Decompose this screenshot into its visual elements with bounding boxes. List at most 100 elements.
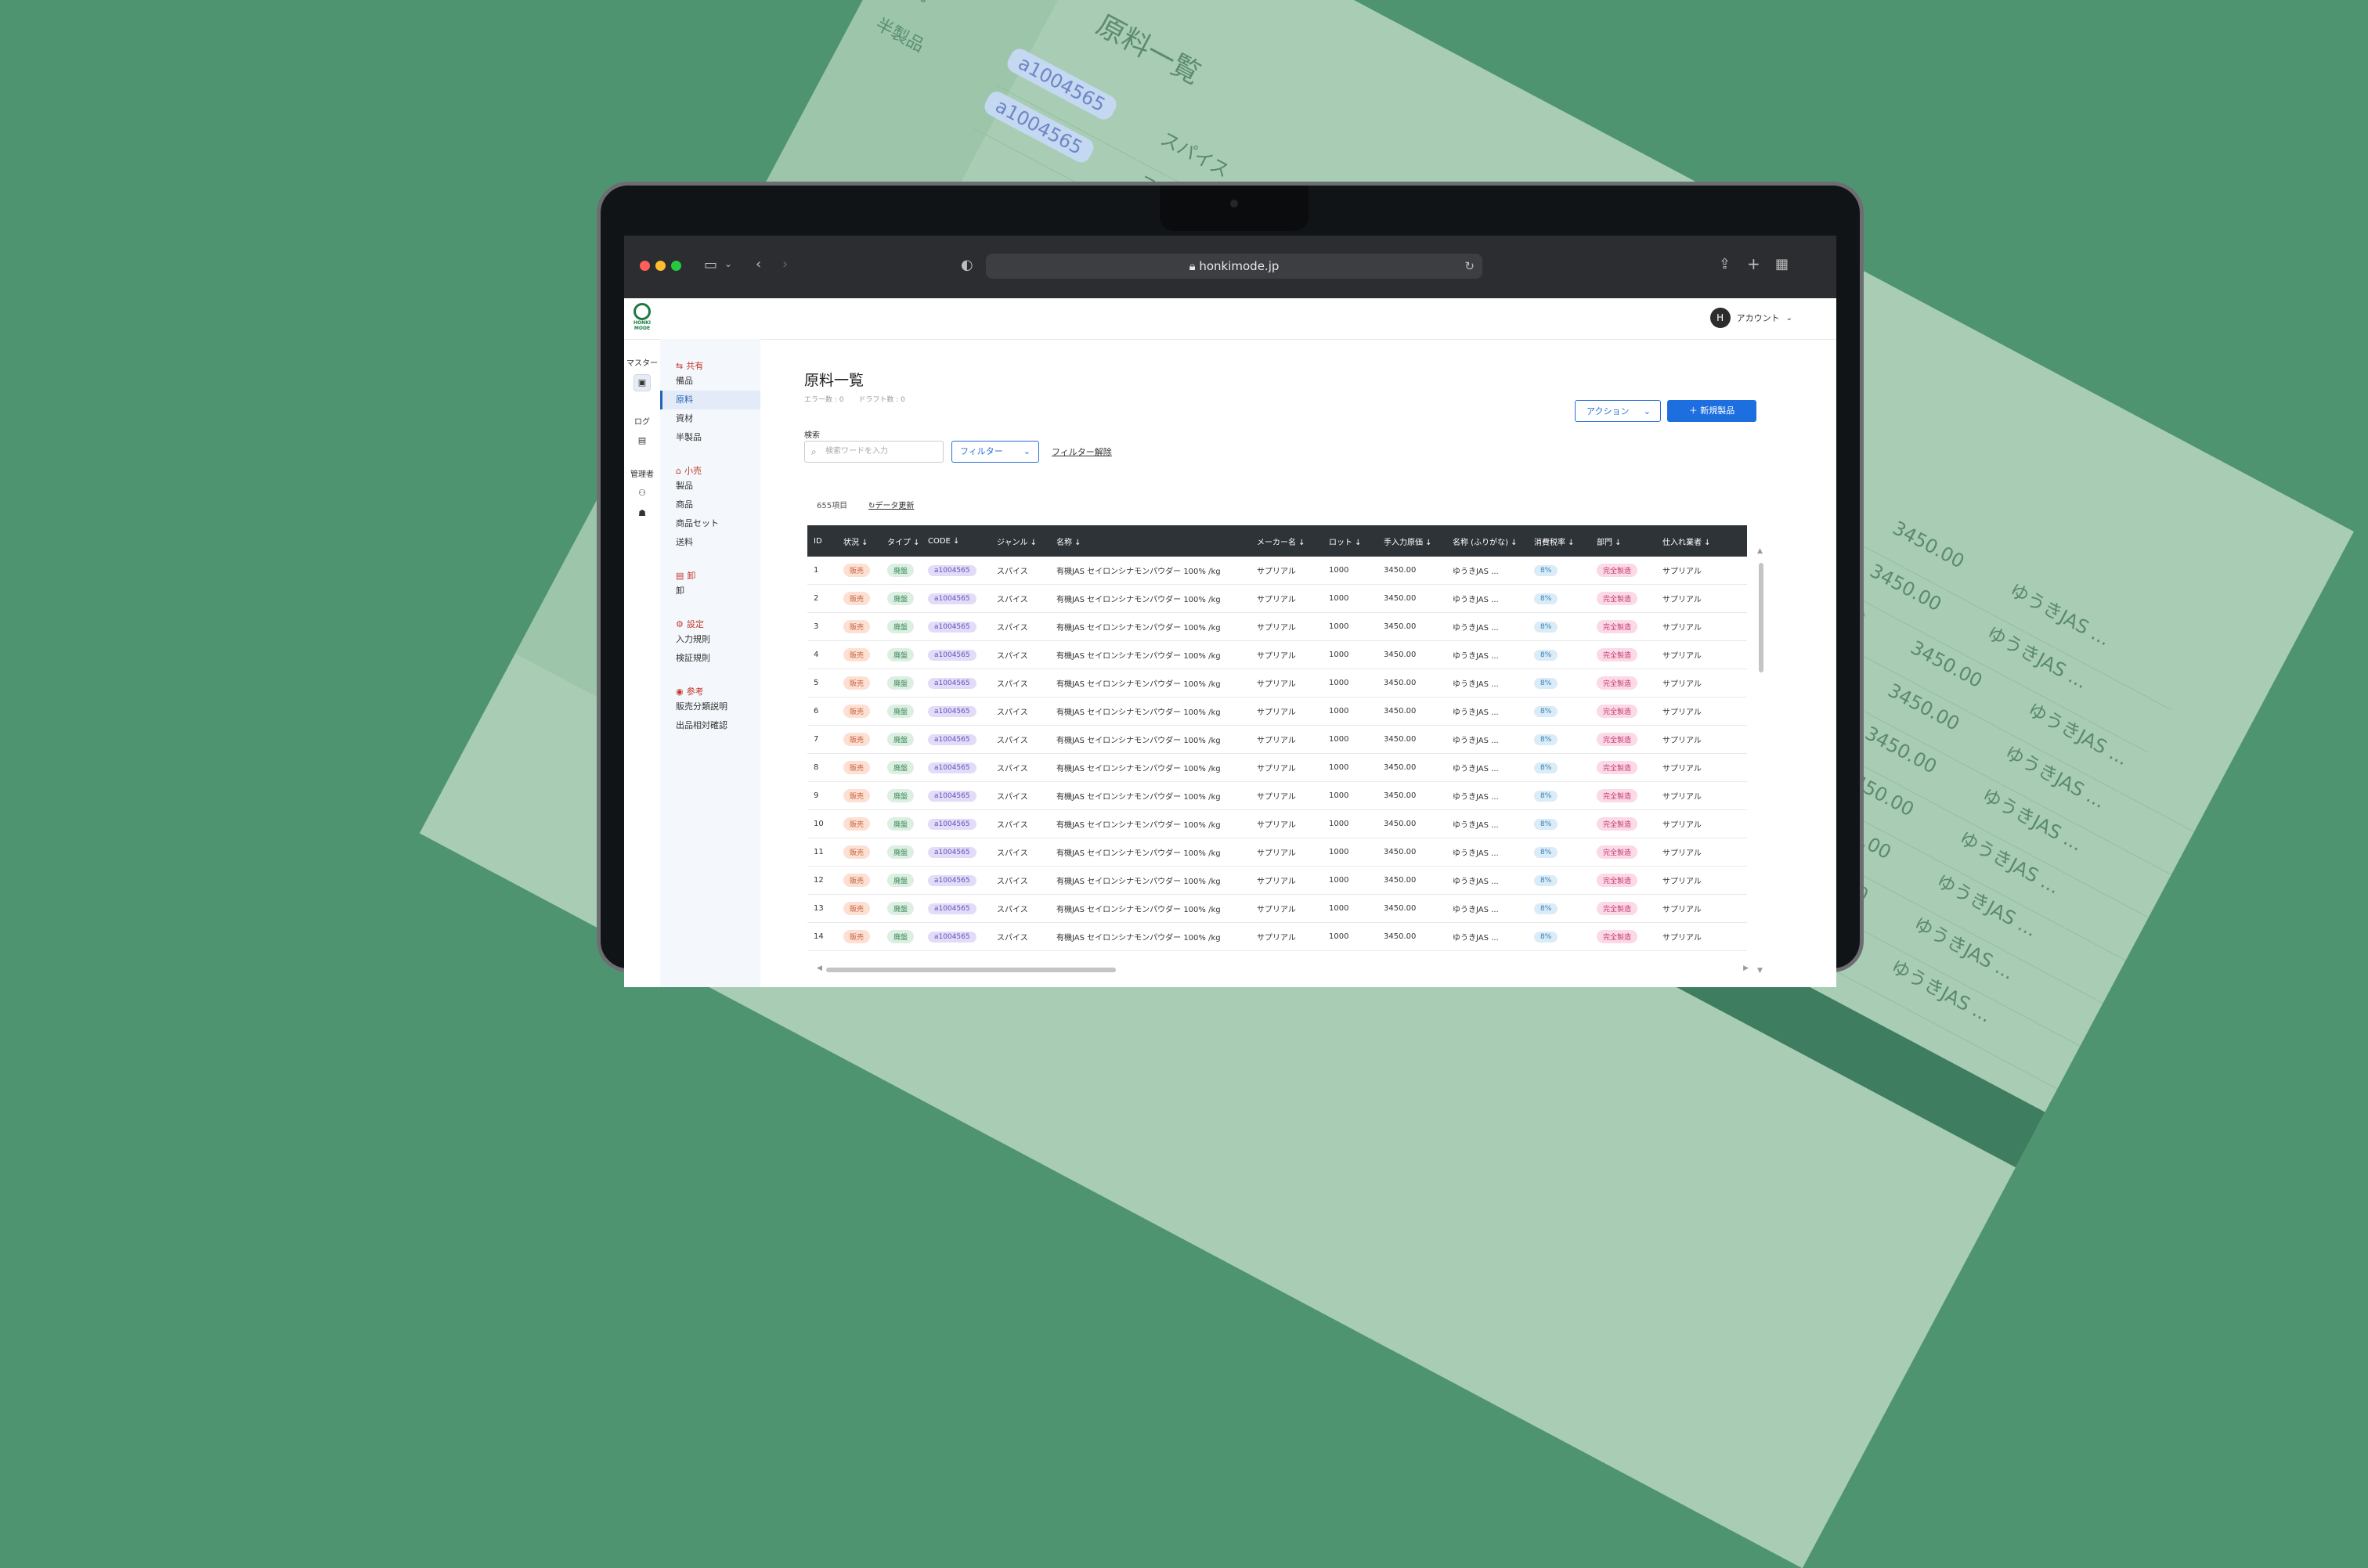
cell-genre: スパイス [991,922,1050,951]
table-row[interactable]: 1 販売 廃盤 a1004565 スパイス 有機JAS セイロンシナモンパウダー 100%… [807,557,1747,585]
cell-dept: 完全製造 [1590,725,1656,754]
cell-tax: 8% [1528,866,1590,895]
nav-item-14[interactable]: 検証規則 [676,653,710,663]
cell-name: 有機JAS セイロンシナモンパウダー 100% /kg [1050,584,1251,613]
admin-user-icon[interactable]: ☗ [638,508,646,518]
cell-kana: ゆうきJAS ... [1446,557,1528,585]
nav-item-3[interactable]: 資材 [676,413,693,424]
nav-item-13[interactable]: 入力規則 [676,634,710,644]
logo[interactable]: HONKI MODE [632,303,652,334]
scroll-left-icon[interactable]: ◀ [817,964,822,972]
column-header-5[interactable]: 名称 ↓ [1050,525,1251,557]
close-window-button[interactable] [640,261,650,271]
filter-clear-link[interactable]: フィルター解除 [1052,447,1112,457]
cell-lot: 1000 [1323,781,1377,810]
scroll-down-icon[interactable]: ▼ [1757,967,1763,975]
background-title: 原料一覧 [1091,9,1206,91]
column-header-6[interactable]: メーカー名 ↓ [1251,525,1323,557]
table-row[interactable]: 4 販売 廃盤 a1004565 スパイス 有機JAS セイロンシナモンパウダー 100%… [807,640,1747,669]
column-header-4[interactable]: ジャンル ↓ [991,525,1050,557]
cell-kana: ゆうきJAS ... [1446,894,1528,923]
cell-lot: 1000 [1323,669,1377,697]
table-row[interactable]: 7 販売 廃盤 a1004565 スパイス 有機JAS セイロンシナモンパウダー 100%… [807,725,1747,754]
tab-overview-icon[interactable]: ▦ [1775,256,1789,272]
nav-item-2[interactable]: 原料 [660,391,760,409]
table-row[interactable]: 14 販売 廃盤 a1004565 スパイス 有機JAS セイロンシナモンパウダー 100… [807,922,1747,951]
horizontal-scroll-thumb[interactable] [826,968,1116,972]
users-icon[interactable]: ⚇ [638,488,646,498]
share-icon[interactable]: ⇪ [1719,256,1731,272]
nav-item-6[interactable]: 製品 [676,481,693,491]
table-row[interactable]: 2 販売 廃盤 a1004565 スパイス 有機JAS セイロンシナモンパウダー 100%… [807,584,1747,613]
nav-item-4[interactable]: 半製品 [676,432,702,442]
sort-arrow-icon: ↓ [1296,538,1305,547]
nav-item-9[interactable]: 送料 [676,537,693,547]
cell-supplier: サプリアル [1656,697,1747,726]
vertical-scrollbar[interactable]: ▲ ▼ [1757,547,1764,975]
back-icon[interactable]: ‹ [756,256,762,272]
plus-icon: ＋ [1688,406,1701,416]
column-header-9[interactable]: 名称 (ふりがな) ↓ [1446,525,1528,557]
new-product-button[interactable]: ＋ 新規製品 [1667,400,1756,422]
forward-icon[interactable]: › [782,256,789,272]
sort-arrow-icon: ↓ [1352,538,1362,547]
column-header-7[interactable]: ロット ↓ [1323,525,1377,557]
cell-maker: サプリアル [1251,697,1323,726]
scroll-right-icon[interactable]: ▶ [1743,964,1749,972]
nav-item-8[interactable]: 商品セット [676,518,719,528]
cell-maker: サプリアル [1251,781,1323,810]
column-header-3[interactable]: CODE ↓ [922,525,991,557]
table-row[interactable]: 9 販売 廃盤 a1004565 スパイス 有機JAS セイロンシナモンパウダー 100%… [807,781,1747,810]
new-tab-icon[interactable]: + [1747,254,1760,273]
account-menu[interactable]: H アカウント ⌄ [1709,308,1792,328]
table-row[interactable]: 3 販売 廃盤 a1004565 スパイス 有機JAS セイロンシナモンパウダー 100%… [807,612,1747,641]
refresh-link[interactable]: ↻データ更新 [868,499,914,510]
nav-item-1[interactable]: 備品 [676,376,693,386]
cell-tax: 8% [1528,725,1590,754]
search-input[interactable]: ⌕ 検索ワードを入力 [804,441,944,463]
table-row[interactable]: 11 販売 廃盤 a1004565 スパイス 有機JAS セイロンシナモンパウダー 100… [807,838,1747,867]
column-header-0[interactable]: ID [807,525,837,557]
chevron-down-icon[interactable]: ⌄ [724,258,733,269]
nav-item-17[interactable]: 出品相対確認 [676,720,727,730]
horizontal-scrollbar[interactable]: ◀ ▶ [817,964,1749,973]
column-header-10[interactable]: 消費税率 ↓ [1528,525,1590,557]
scroll-up-icon[interactable]: ▲ [1757,547,1763,555]
nav-item-11[interactable]: 卸 [676,586,684,596]
table-row[interactable]: 12 販売 廃盤 a1004565 スパイス 有機JAS セイロンシナモンパウダー 100… [807,866,1747,895]
column-header-1[interactable]: 状況 ↓ [837,525,881,557]
table-row[interactable]: 5 販売 廃盤 a1004565 スパイス 有機JAS セイロンシナモンパウダー 100%… [807,669,1747,697]
status-badge: 販売 [843,592,871,605]
table-row[interactable]: 10 販売 廃盤 a1004565 スパイス 有機JAS セイロンシナモンパウダー 100… [807,809,1747,838]
cell-lot: 1000 [1323,809,1377,838]
sort-arrow-icon: ↓ [1072,538,1081,547]
master-icon[interactable]: ▣ [634,374,651,391]
reload-icon[interactable]: ↻ [1464,259,1475,273]
column-header-8[interactable]: 手入力原価 ↓ [1377,525,1446,557]
filter-dropdown[interactable]: フィルター ⌄ [951,441,1039,463]
laptop-screen: ▭ ⌄ ‹ › ◐ 🔒︎ honkimode.jp ↻ ⇪ + ▦ HONKI … [624,236,1836,987]
column-header-12[interactable]: 仕入れ業者 ↓ [1656,525,1747,557]
section-icon: ◉ [676,687,684,697]
column-header-label: 手入力原価 [1384,538,1423,547]
minimize-window-button[interactable] [655,261,666,271]
column-header-label: メーカー名 [1257,538,1296,547]
sidebar-toggle-icon[interactable]: ▭ [704,257,718,273]
nav-item-7[interactable]: 商品 [676,499,693,510]
shield-icon[interactable]: ◐ [961,257,973,273]
table-row[interactable]: 8 販売 廃盤 a1004565 スパイス 有機JAS セイロンシナモンパウダー 100%… [807,753,1747,782]
column-header-11[interactable]: 部門 ↓ [1590,525,1656,557]
zoom-window-button[interactable] [671,261,681,271]
type-badge: 廃盤 [887,592,915,605]
nav-item-16[interactable]: 販売分類説明 [676,701,727,712]
vertical-scroll-thumb[interactable] [1759,563,1763,672]
log-icon[interactable]: ▤ [637,435,647,445]
column-header-2[interactable]: タイプ ↓ [881,525,922,557]
action-button[interactable]: アクション ⌄ [1575,400,1661,422]
sort-arrow-icon: ↓ [1565,538,1575,547]
cell-lot: 1000 [1323,697,1377,726]
address-bar[interactable]: 🔒︎ honkimode.jp ↻ [986,254,1482,279]
table-row[interactable]: 13 販売 廃盤 a1004565 スパイス 有機JAS セイロンシナモンパウダー 100… [807,894,1747,923]
table-row[interactable]: 6 販売 廃盤 a1004565 スパイス 有機JAS セイロンシナモンパウダー 100%… [807,697,1747,726]
type-badge: 廃盤 [887,874,915,887]
